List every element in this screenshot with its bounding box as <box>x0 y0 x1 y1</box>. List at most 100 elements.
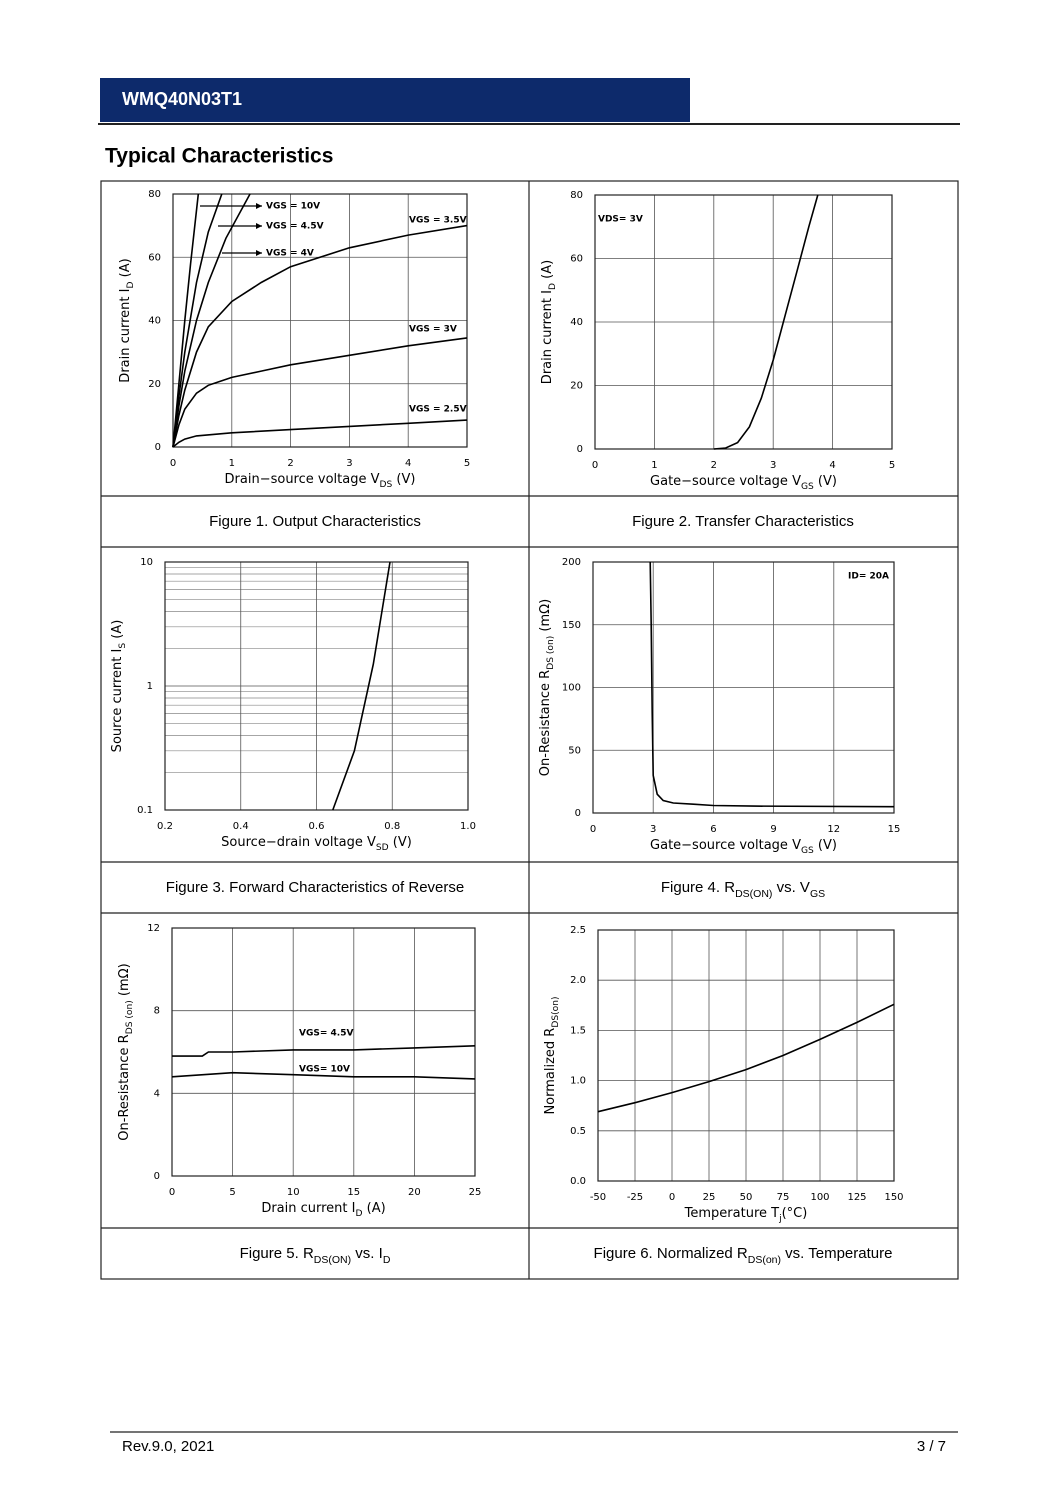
y-tick-label: 60 <box>570 254 583 265</box>
plot-frame <box>594 194 893 450</box>
figure-caption-part: DS(ON) <box>314 1254 351 1266</box>
y-axis-title-part: (A) <box>110 620 125 643</box>
y-tick-label: 100 <box>562 683 581 694</box>
x-tick-label: 2 <box>711 460 717 471</box>
x-axis-title-part: D <box>355 1209 362 1219</box>
y-axis-title-part: (mΩ) <box>117 963 132 1000</box>
x-tick-label: 15 <box>347 1187 360 1198</box>
y-tick-label: 1.0 <box>570 1076 586 1087</box>
y-tick-label: 1.5 <box>570 1025 586 1036</box>
x-axis-title-part: Drain current I <box>261 1201 355 1216</box>
x-tick-label: 20 <box>408 1187 421 1198</box>
x-axis-title-part: (V) <box>814 838 837 853</box>
figure-caption-part: vs. Temperature <box>781 1245 892 1262</box>
y-axis-title-part: (A) <box>118 258 133 281</box>
plot-frame <box>592 561 895 814</box>
footer-revision: Rev.9.0, 2021 <box>122 1438 214 1455</box>
y-tick-label: 20 <box>570 381 583 392</box>
figure-caption-part: DS(on) <box>748 1254 781 1266</box>
y-tick-label: 2.5 <box>570 925 586 936</box>
x-tick-label: 75 <box>777 1192 790 1203</box>
annotation: ID= 20A <box>848 572 889 582</box>
y-axis-title: Drain current ID (A) <box>540 260 558 384</box>
figure-caption: Figure 5. RDS(ON) vs. ID <box>240 1245 391 1266</box>
x-axis-title-part: (V) <box>389 835 412 850</box>
y-axis-title: Normalized RDS(on) <box>543 996 561 1114</box>
figure-caption-part: vs. V <box>772 879 810 896</box>
x-axis-title: Temperature Tj(°C) <box>684 1206 808 1224</box>
x-tick-label: 0.2 <box>157 821 173 832</box>
annotation: VDS= 3V <box>598 215 643 225</box>
y-axis-title: Source current IS (A) <box>110 620 128 753</box>
y-tick-label: 50 <box>568 745 581 756</box>
x-tick-label: -50 <box>590 1192 606 1203</box>
y-tick-label: 10 <box>140 557 153 568</box>
series-line <box>332 561 391 811</box>
y-tick-label: 12 <box>147 923 160 934</box>
figure-caption-part: DS(ON) <box>735 888 772 900</box>
series-label: VGS= 10V <box>299 1065 350 1075</box>
figure-caption-part: vs. I <box>351 1245 383 1262</box>
x-tick-label: 125 <box>847 1192 866 1203</box>
y-tick-label: 20 <box>148 379 161 390</box>
series-line <box>172 337 468 448</box>
x-axis-title-part: Source−drain voltage V <box>221 835 376 850</box>
y-tick-label: 0 <box>154 1171 160 1182</box>
plot-frame <box>164 561 469 811</box>
y-tick-label: 80 <box>570 190 583 201</box>
header-title: WMQ40N03T1 <box>122 89 242 109</box>
figure-caption-part: Figure 3. Forward Characteristics of Rev… <box>166 879 464 896</box>
x-tick-label: 12 <box>827 824 840 835</box>
y-axis-title-part: On-Resistance R <box>538 670 553 776</box>
x-tick-label: 0 <box>169 1187 175 1198</box>
y-axis-title-part: DS (on) <box>546 636 556 670</box>
x-axis-title-part: j <box>778 1214 782 1224</box>
footer-page: 3 / 7 <box>917 1438 946 1455</box>
x-tick-label: 0.4 <box>233 821 249 832</box>
x-tick-label: 2 <box>287 458 293 469</box>
x-tick-label: 3 <box>346 458 352 469</box>
y-tick-label: 0.5 <box>570 1126 586 1137</box>
x-tick-label: 0.6 <box>309 821 325 832</box>
x-axis-title: Gate−source voltage VGS (V) <box>650 474 837 492</box>
x-axis-title: Source−drain voltage VSD (V) <box>221 835 412 853</box>
y-axis-title-part: Normalized R <box>543 1028 558 1115</box>
y-axis-title-part: D <box>126 281 136 288</box>
x-tick-label: 3 <box>650 824 656 835</box>
y-tick-label: 1 <box>147 681 153 692</box>
series-line <box>172 193 223 448</box>
y-axis-title-part: (mΩ) <box>538 599 553 636</box>
x-axis-title: Gate−source voltage VGS (V) <box>650 838 837 856</box>
y-tick-label: 0 <box>575 808 581 819</box>
y-tick-label: 80 <box>148 189 161 200</box>
x-axis-title-part: Gate−source voltage V <box>650 838 801 853</box>
figure-caption-part: Figure 2. Transfer Characteristics <box>632 513 854 530</box>
series-line <box>172 419 468 448</box>
y-tick-label: 2.0 <box>570 975 586 986</box>
y-axis-title-part: DS (on) <box>125 1000 135 1034</box>
y-tick-label: 0 <box>577 444 583 455</box>
x-axis-title-part: (°C) <box>782 1206 808 1221</box>
x-tick-label: 0.8 <box>384 821 400 832</box>
y-axis-title: Drain current ID (A) <box>118 258 136 382</box>
figure-caption-part: Figure 6. Normalized R <box>594 1245 748 1262</box>
plot-frame <box>171 927 476 1177</box>
x-tick-label: 5 <box>889 460 895 471</box>
x-axis-title-part: Temperature T <box>684 1206 779 1221</box>
y-axis-title-part: DS(on) <box>551 996 561 1027</box>
x-tick-label: 150 <box>884 1192 903 1203</box>
x-axis-title-part: (V) <box>392 472 415 487</box>
series-label: VGS = 10V <box>266 202 320 212</box>
x-tick-label: 6 <box>710 824 716 835</box>
figure-caption-part: Figure 5. R <box>240 1245 314 1262</box>
x-tick-label: 9 <box>770 824 776 835</box>
y-axis-title-part: Drain current I <box>118 289 133 383</box>
x-axis-title-part: GS <box>801 846 814 856</box>
x-axis-title-part: GS <box>801 482 814 492</box>
series-line <box>649 561 895 808</box>
y-axis-title: On-Resistance RDS (on) (mΩ) <box>538 599 556 776</box>
series-line <box>713 194 819 450</box>
x-tick-label: 25 <box>703 1192 716 1203</box>
x-tick-label: 1 <box>651 460 657 471</box>
label-arrowhead <box>256 223 262 229</box>
